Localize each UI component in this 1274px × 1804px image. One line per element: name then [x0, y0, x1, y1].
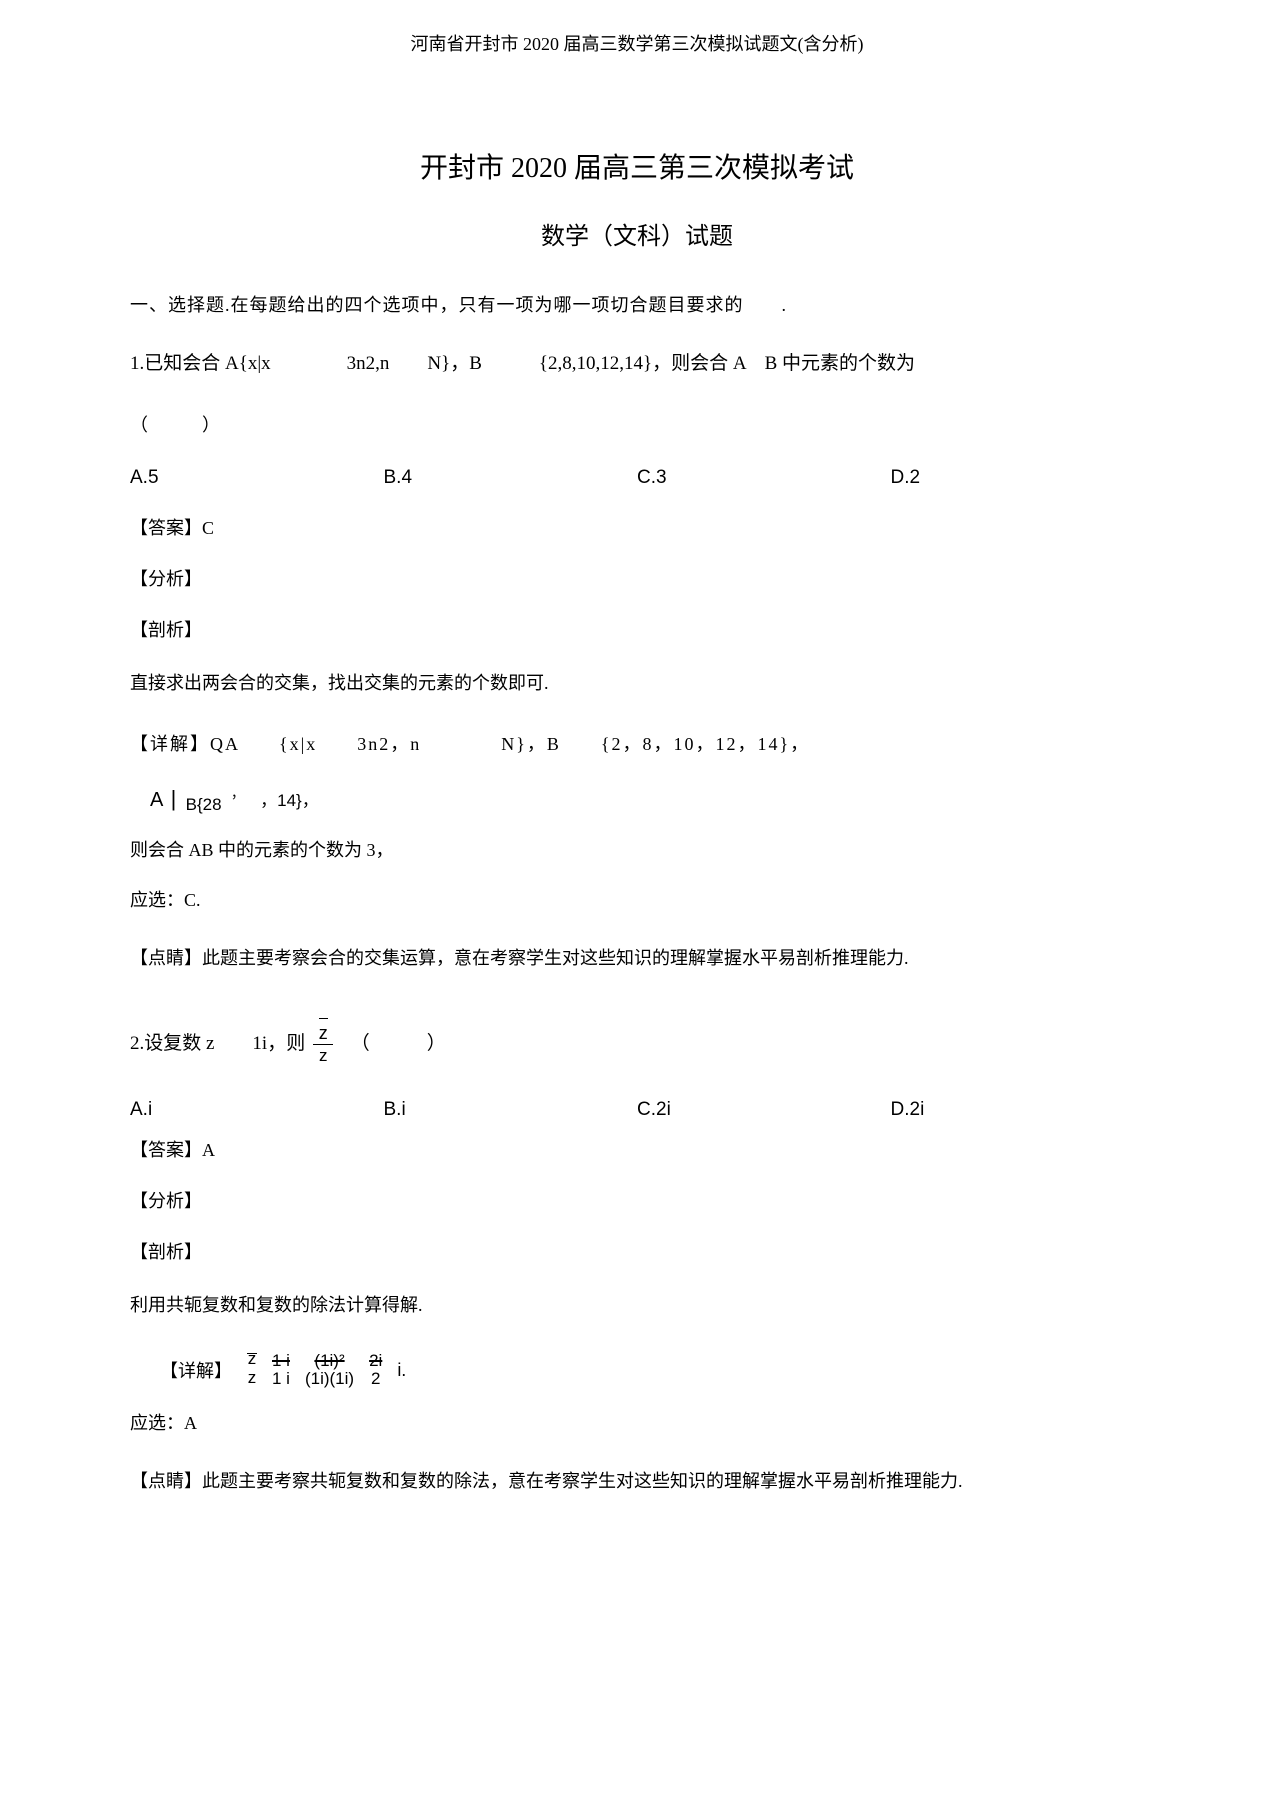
- q2-detail-label: 【详解】: [160, 1357, 232, 1383]
- q2-analysis-label: 【分析】: [130, 1187, 1144, 1213]
- q1-formula-rest: ，14}，: [260, 791, 319, 810]
- q2-f-result: i.: [397, 1360, 406, 1381]
- q2-option-d: D.2i: [891, 1099, 1145, 1121]
- q1-choice: 应选：C.: [130, 886, 1144, 912]
- section-intro: 一、选择题.在每题给出的四个选项中，只有一项为哪一项切合题目要求的 .: [130, 291, 1144, 317]
- q2-suffix: （ ）: [341, 1029, 446, 1059]
- q2-answer-label: 【答案】A: [130, 1136, 1144, 1162]
- q1-formula: A | B{28 ， ，14}，: [150, 781, 1144, 819]
- q2-option-b: B.i: [384, 1099, 638, 1121]
- q2-f-step2: (1i)² (1i)(1i): [305, 1352, 354, 1389]
- q2-prefix: 2.设复数 z 1i，则: [130, 1029, 305, 1059]
- q2-formula: 【详解】 z z 1 i 1 i (1i)² (1i)(1i) 2i 2 i.: [160, 1352, 1144, 1389]
- q2-choice: 应选：A: [130, 1409, 1144, 1435]
- q2-f-lhs-bot: z: [248, 1369, 257, 1388]
- q2-f-s1-bot: 1 i: [272, 1370, 290, 1389]
- q2-f-lhs-top: z: [248, 1350, 257, 1369]
- q2-fraction: z z: [313, 1024, 333, 1064]
- q2-tip: 【点睛】此题主要考察共轭复数和复数的除法，意在考察学生对这些知识的理解掌握水平易…: [130, 1465, 1144, 1497]
- q2-f-s3-bot: 2: [371, 1370, 380, 1389]
- q2-f-s2-top: (1i)²: [314, 1352, 344, 1371]
- title-main: 开封市 2020 届高三第三次模拟考试: [130, 146, 1144, 186]
- q2-body: 利用共轭复数和复数的除法计算得解.: [130, 1289, 1144, 1321]
- q2-frac-divider: [313, 1044, 333, 1045]
- q2-f-lhs: z z: [247, 1353, 257, 1387]
- q1-formula-a: A: [150, 789, 163, 811]
- q2-frac-bot: z: [319, 1047, 328, 1064]
- q2-f-s2-bot: (1i)(1i): [305, 1370, 354, 1389]
- q1-detail: 【详解】QA {x|x 3n2，n N}，B {2，8，10，12，14}，: [130, 730, 1144, 756]
- title-subtitle: 数学（文科）试题: [130, 216, 1144, 251]
- q2-dissect-label: 【剖析】: [130, 1238, 1144, 1264]
- q1-option-d: D.2: [891, 467, 1145, 489]
- q2-option-a: A.i: [130, 1099, 384, 1121]
- q2-frac-top: z: [319, 1024, 328, 1042]
- q2-f-s3-top: 2i: [369, 1352, 382, 1371]
- q1-text: 1.已知会合 A{x|x 3n2,n N}，B {2,8,10,12,14}，则…: [130, 347, 1144, 381]
- q1-option-b: B.4: [384, 467, 638, 489]
- q2-overline: [319, 1018, 328, 1019]
- q2-f-step3: 2i 2: [369, 1352, 382, 1389]
- q1-answer-label: 【答案】C: [130, 514, 1144, 540]
- q1-result: 则会合 AB 中的元素的个数为 3，: [130, 834, 1144, 866]
- page-header: 河南省开封市 2020 届高三数学第三次模拟试题文(含分析): [130, 30, 1144, 56]
- q1-formula-comma: ，: [231, 785, 245, 801]
- q1-option-a: A.5: [130, 467, 384, 489]
- q1-options: A.5 B.4 C.3 D.2: [130, 467, 1144, 489]
- q1-paren: （ ）: [130, 411, 1144, 437]
- q2-options: A.i B.i C.2i D.2i: [130, 1099, 1144, 1121]
- q2-f-step1: 1 i 1 i: [272, 1352, 290, 1389]
- q1-formula-bar: |: [171, 786, 177, 811]
- q1-dissect-label: 【剖析】: [130, 616, 1144, 642]
- q1-analysis-label: 【分析】: [130, 565, 1144, 591]
- q2-text: 2.设复数 z 1i，则 z z （ ）: [130, 1024, 1144, 1064]
- q1-formula-b: B{28: [186, 795, 222, 814]
- q2-f-s1-top: 1 i: [272, 1352, 290, 1371]
- q2-option-c: C.2i: [637, 1099, 891, 1121]
- q1-option-c: C.3: [637, 467, 891, 489]
- q1-tip: 【点睛】此题主要考察会合的交集运算，意在考察学生对这些知识的理解掌握水平易剖析推…: [130, 942, 1144, 974]
- q1-body: 直接求出两会合的交集，找出交集的元素的个数即可.: [130, 667, 1144, 699]
